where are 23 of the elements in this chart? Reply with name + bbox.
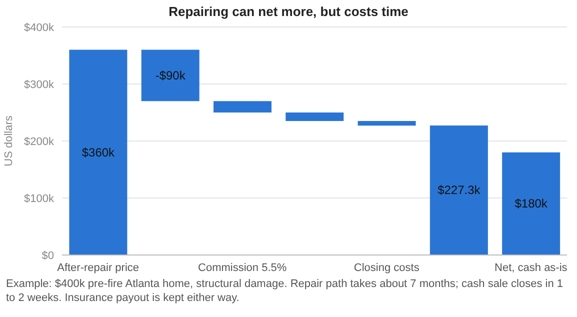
text: Example: $400k pre-fire Atlanta home, structural damage. Repair path takes about 7 months; cash sale closes in 1 to 2 weeks. Insurance payout is kept either way. xyxy=(5,277,564,305)
x-tick-label: Commission 5.5% xyxy=(198,262,287,274)
y-tick-label: $0 xyxy=(42,250,54,262)
bar xyxy=(502,152,560,255)
bar xyxy=(69,50,128,255)
x-tick-label: After-repair price xyxy=(57,262,140,274)
x-tick-label: Closing costs xyxy=(354,262,420,274)
bar xyxy=(286,112,344,122)
data-label: $180k xyxy=(514,196,548,211)
data-label: $360k xyxy=(82,145,116,160)
bar xyxy=(141,50,200,102)
bar xyxy=(214,101,272,112)
bar xyxy=(430,125,488,255)
y-tick-label: $300k xyxy=(24,78,54,91)
bar xyxy=(358,121,416,126)
data-label: $227.3k xyxy=(438,183,482,198)
y-axis-title: US dollars xyxy=(2,115,15,166)
y-tick-label: $200k xyxy=(24,136,54,148)
data-label: -$90k xyxy=(155,68,186,82)
y-tick-label: $100k xyxy=(24,192,54,205)
y-tick-label: $400k xyxy=(24,22,54,34)
chart-title: Repairing can net more, but costs time xyxy=(168,4,410,19)
x-tick-label: Net, cash as-is xyxy=(494,262,568,274)
